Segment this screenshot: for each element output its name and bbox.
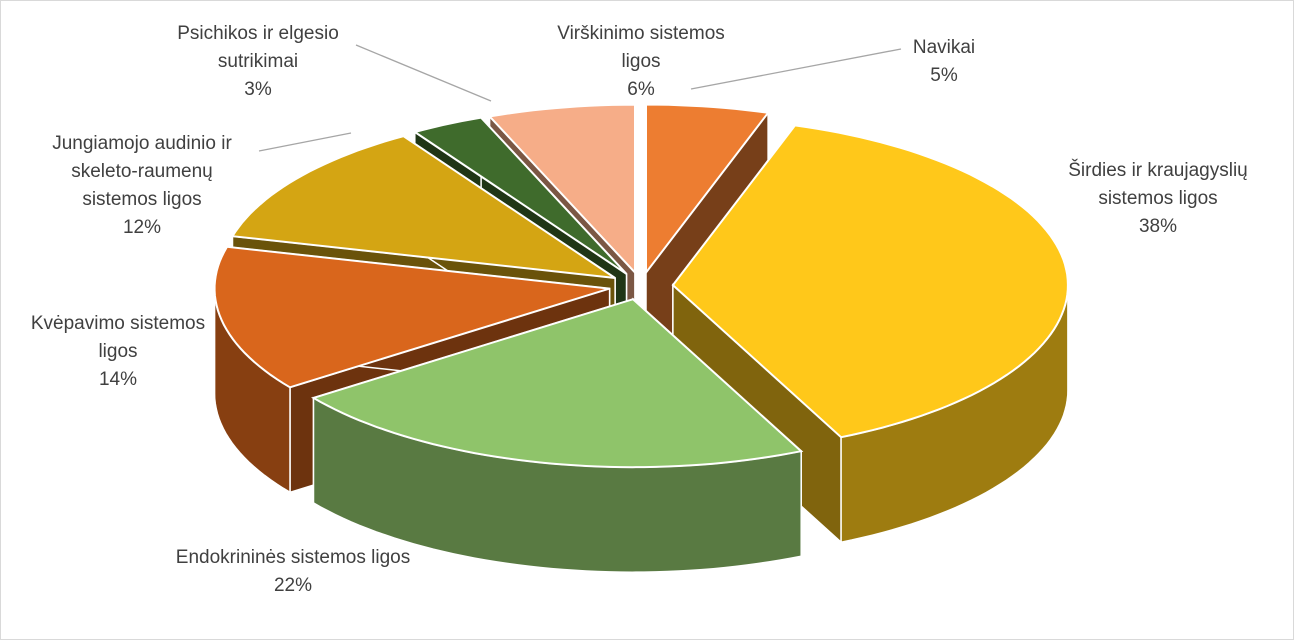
data-label: Psichikos ir elgesio sutrikimai 3% [158,20,358,104]
value-label: 12% [122,217,162,238]
value-label: 38% [1138,216,1178,237]
value-label: 14% [98,369,138,390]
category-label: Psichikos ir elgesio sutrikimai [177,23,339,72]
slice [671,124,1069,439]
data-label: Virškinimo sistemos ligos 6% [546,20,736,104]
slice [213,245,610,389]
leader-line [690,48,902,90]
slice [311,298,804,469]
value-label: 6% [627,79,655,100]
category-label: Jungiamojo audinio ir skeleto-raumenų si… [52,133,232,210]
data-label: Širdies ir kraujagyslių sistemos ligos 38… [1038,157,1278,241]
category-label: Endokrininės sistemos ligos [175,547,411,568]
slice [412,116,628,275]
data-label: Endokrininės sistemos ligos 22% [173,544,413,600]
data-label: Kvėpavimo sistemos ligos 14% [13,310,223,394]
slice [230,135,616,279]
category-label: Kvėpavimo sistemos ligos [30,313,206,362]
data-label: Navikai 5% [884,34,1004,90]
value-label: 22% [273,575,313,596]
slice [487,103,636,276]
category-label: Virškinimo sistemos ligos [557,23,725,72]
value-label: 3% [244,79,272,100]
data-label: Jungiamojo audinio ir skeleto-raumenų si… [32,130,252,242]
slice [645,103,770,276]
category-label: Navikai [912,37,976,58]
leader-line [355,44,492,102]
leader-line [258,132,352,152]
value-label: 5% [930,65,958,86]
category-label: Širdies ir kraujagyslių sistemos ligos [1068,160,1248,209]
